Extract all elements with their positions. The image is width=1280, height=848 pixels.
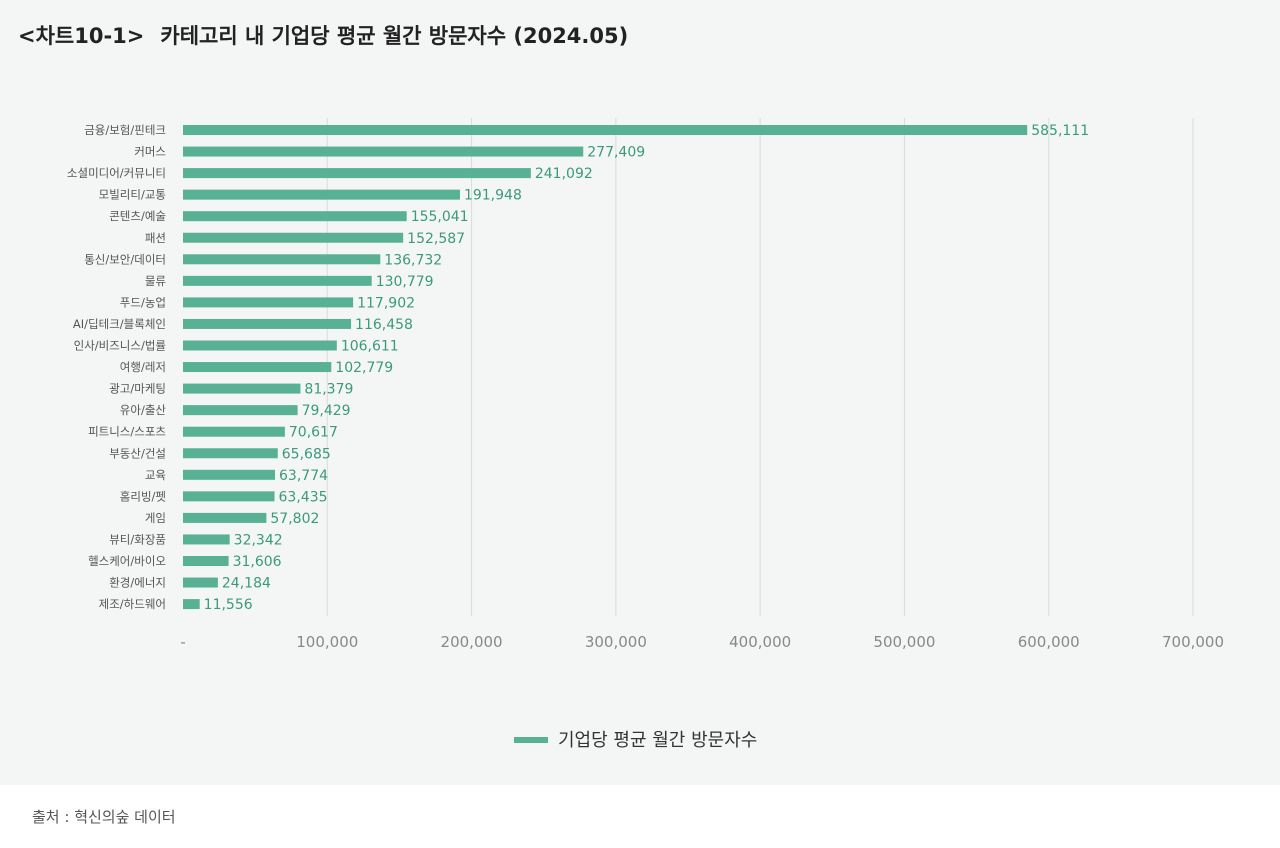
chart-title-text: 카테고리 내 기업당 평균 월간 방문자수 (2024.05) [160,24,629,48]
x-tick-label: 200,000 [441,633,503,651]
x-tick-label: 400,000 [729,633,791,651]
bar [183,297,354,308]
category-label: 물류 [145,274,166,288]
bar [183,491,275,502]
bar [183,211,407,222]
category-label: 홈리빙/펫 [120,489,166,503]
value-label: 11,556 [204,597,253,613]
chart-tag: <차트10-1> [18,24,145,48]
bar [183,512,267,523]
value-label: 152,587 [407,231,465,247]
chart-panel: <차트10-1> 카테고리 내 기업당 평균 월간 방문자수 (2024.05) … [0,0,1280,785]
value-label: 65,685 [282,446,331,462]
value-label: 70,617 [289,425,338,441]
x-tick-label: 100,000 [296,633,358,651]
category-label: 여행/레저 [120,360,166,374]
bar [183,275,372,286]
category-label: 인사/비즈니스/법률 [74,339,166,353]
value-label: 155,041 [411,209,469,225]
category-label: 커머스 [134,145,166,159]
category-label: 제조/하드웨어 [99,597,166,611]
category-label: 유아/출산 [120,403,167,417]
bar [183,168,531,179]
value-label: 117,902 [357,295,415,311]
category-label: 환경/에너지 [109,576,166,590]
bar [183,448,278,459]
category-label: 뷰티/화장품 [109,532,166,546]
value-label: 136,732 [384,252,442,268]
x-tick-label: 700,000 [1162,633,1224,651]
bar [183,383,301,394]
value-label: 63,774 [279,468,328,484]
value-label: 63,435 [279,489,328,505]
category-label: 교육 [145,468,166,482]
category-label: 금융/보험/핀테크 [84,123,166,137]
value-label: 130,779 [376,274,434,290]
value-label: 102,779 [335,360,393,376]
value-label: 24,184 [222,576,271,592]
source-note: 출처 : 혁신의숲 데이터 [32,808,176,826]
bar [183,469,276,480]
bar [183,599,200,610]
bar [183,426,285,437]
bar [183,254,381,265]
value-label: 191,948 [464,188,522,204]
bar [183,556,229,566]
legend-swatch [514,737,548,743]
bar [183,146,584,157]
category-label: 게임 [145,511,166,525]
chart-title: <차트10-1> 카테고리 내 기업당 평균 월간 방문자수 (2024.05) [18,20,628,50]
bar [183,362,332,373]
value-label: 79,429 [302,403,351,419]
category-label: 모빌리티/교통 [99,188,166,202]
bar [183,125,1028,135]
value-label: 31,606 [233,554,282,570]
bar [183,232,404,243]
value-label: 57,802 [270,511,319,527]
category-label: 헬스케어/바이오 [88,554,166,568]
category-label: 콘텐츠/예술 [109,209,166,223]
category-label: 피트니스/스포츠 [88,425,166,439]
value-label: 585,111 [1031,123,1089,139]
x-tick-label: 500,000 [873,633,935,651]
category-label: 광고/마케팅 [109,382,166,396]
x-tick-label: - [180,633,185,651]
value-label: 116,458 [355,317,413,333]
category-label: 푸드/농업 [120,295,166,309]
x-tick-label: 300,000 [585,633,647,651]
value-label: 81,379 [304,382,353,398]
legend-label: 기업당 평균 월간 방문자수 [558,730,757,751]
value-label: 32,342 [234,532,283,548]
bar [183,340,337,351]
bar [183,189,460,200]
category-label: 소셜미디어/커뮤니티 [67,166,166,180]
category-label: 부동산/건설 [109,446,166,460]
bar [183,534,230,545]
category-label: 통신/보안/데이터 [84,252,166,266]
bar [183,405,298,416]
bar-chart: - 100,000 200,000 300,000 400,000 500,000 600,… [67,118,1224,751]
value-label: 106,611 [341,339,399,355]
x-tick-label: 600,000 [1018,633,1080,651]
category-label: AI/딥테크/블록체인 [73,317,166,331]
value-label: 277,409 [587,145,645,161]
category-label: 패션 [145,231,166,245]
bar [183,318,352,329]
value-label: 241,092 [535,166,593,182]
bar [183,577,218,588]
